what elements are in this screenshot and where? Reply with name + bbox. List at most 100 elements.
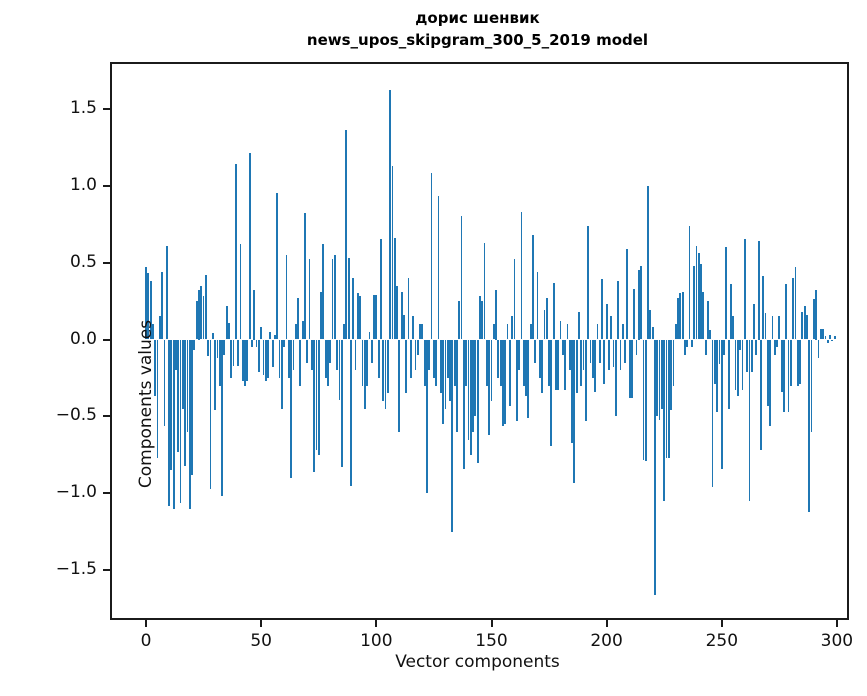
bar <box>403 314 405 340</box>
bar <box>345 130 348 340</box>
bar <box>363 339 366 409</box>
x-tick-mark <box>835 620 838 627</box>
x-tick-label: 0 <box>140 631 152 651</box>
bar <box>165 245 168 340</box>
bar <box>502 339 504 426</box>
bar <box>444 339 447 409</box>
bar <box>693 265 696 340</box>
bar <box>511 316 514 340</box>
bar <box>757 241 760 340</box>
bar <box>285 254 288 340</box>
bar <box>642 339 645 460</box>
bar <box>713 339 716 385</box>
bar <box>170 339 173 471</box>
bar <box>352 277 355 340</box>
bar <box>495 290 497 340</box>
bar <box>458 301 461 340</box>
bar <box>479 296 481 340</box>
bar <box>663 339 666 502</box>
bar <box>702 291 705 340</box>
bar <box>181 339 184 409</box>
bar <box>833 336 836 340</box>
bar <box>785 284 788 340</box>
bar <box>605 304 608 340</box>
bar <box>483 242 486 340</box>
bar <box>815 290 818 340</box>
bar <box>559 321 562 340</box>
bar <box>290 339 292 478</box>
bar <box>246 339 249 382</box>
bar <box>152 324 154 340</box>
bar <box>822 328 824 340</box>
bar <box>711 339 714 488</box>
bar <box>753 304 755 340</box>
bar <box>340 339 343 468</box>
bar <box>532 234 534 340</box>
bar <box>297 297 299 340</box>
bar <box>446 339 449 378</box>
bar <box>313 339 316 472</box>
bar <box>677 297 679 340</box>
bar <box>617 281 620 340</box>
bar <box>377 339 380 378</box>
bar <box>700 264 702 340</box>
bar <box>400 291 403 340</box>
bar <box>684 339 686 355</box>
bar <box>232 339 235 366</box>
bar <box>209 339 212 489</box>
bar <box>308 259 311 340</box>
bar <box>591 339 594 378</box>
bar <box>177 339 180 452</box>
bar <box>490 339 493 402</box>
bar <box>725 247 728 340</box>
bar <box>518 339 520 371</box>
bar <box>426 339 428 494</box>
bar <box>589 339 592 363</box>
bar <box>419 324 421 340</box>
x-tick-label: 100 <box>360 631 393 651</box>
bar <box>628 339 631 398</box>
bar <box>204 274 207 340</box>
bar <box>635 339 638 355</box>
bar <box>257 339 260 372</box>
bar <box>649 310 652 340</box>
bar <box>773 339 776 355</box>
bar <box>734 339 737 391</box>
bar <box>398 339 401 432</box>
bar <box>808 339 811 512</box>
bar <box>168 339 170 506</box>
bar <box>161 271 164 340</box>
bar <box>287 339 290 378</box>
bar <box>644 339 647 462</box>
x-tick-mark <box>720 620 723 627</box>
bar <box>292 339 295 371</box>
bar <box>695 245 698 340</box>
bar <box>264 339 267 382</box>
bar <box>573 339 576 483</box>
y-tick-mark <box>103 338 110 341</box>
bar <box>806 314 808 340</box>
bar <box>405 339 408 394</box>
bar <box>564 339 567 391</box>
bar <box>262 339 265 375</box>
bar <box>442 339 444 425</box>
x-tick-label: 50 <box>250 631 272 651</box>
bar <box>465 339 468 386</box>
bar <box>497 339 500 378</box>
bar <box>716 339 719 412</box>
bar <box>485 339 488 386</box>
bar <box>147 273 150 340</box>
bar <box>741 339 744 391</box>
bar <box>813 299 815 340</box>
bar <box>382 339 385 402</box>
bar <box>449 339 451 402</box>
bar <box>439 339 442 394</box>
bar <box>755 339 758 355</box>
bar <box>462 339 465 469</box>
bar <box>766 339 769 406</box>
bar <box>221 339 223 497</box>
bar <box>380 239 382 340</box>
bar <box>594 339 596 392</box>
bar <box>373 294 375 340</box>
bar <box>327 339 329 386</box>
